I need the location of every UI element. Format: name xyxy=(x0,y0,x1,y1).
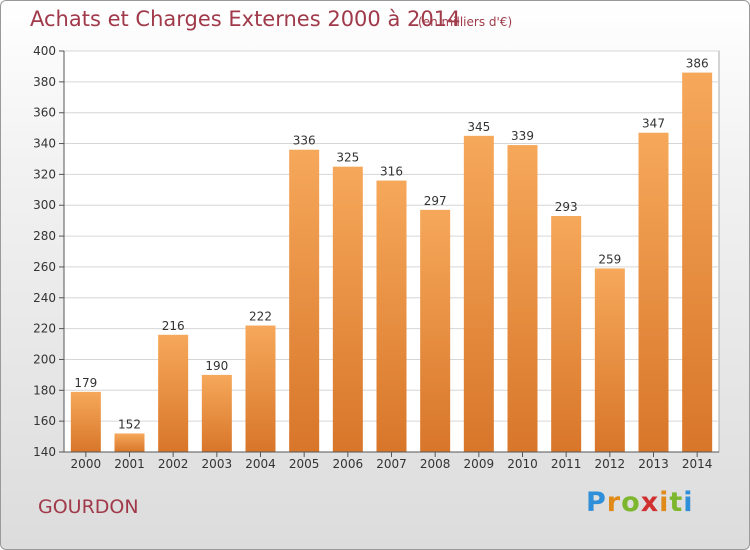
proxiti-logo: Proxiti xyxy=(586,487,694,518)
y-tick-label: 280 xyxy=(33,229,56,243)
axes: 140 160 180 200 220 240 260 280 300 320 340 360 380 4… xyxy=(33,44,719,471)
data-label: 347 xyxy=(642,117,665,131)
x-tick-label: 2011 xyxy=(551,457,582,471)
bar-2006 xyxy=(332,166,363,452)
bar-2001 xyxy=(114,433,145,452)
x-tick-label: 2014 xyxy=(682,457,713,471)
data-label: 386 xyxy=(686,57,709,71)
x-tick-label: 2007 xyxy=(376,457,407,471)
y-tick-label: 180 xyxy=(33,383,56,397)
bar-2014 xyxy=(682,72,713,452)
y-tick-label: 340 xyxy=(33,137,56,151)
bar-2005 xyxy=(289,149,320,452)
x-tick-label: 2012 xyxy=(595,457,626,471)
logo-letter: P xyxy=(586,487,607,518)
x-tick-label: 2002 xyxy=(158,457,189,471)
bar-2000 xyxy=(70,391,101,452)
y-tick-label: 300 xyxy=(33,198,56,212)
y-tick-label: 320 xyxy=(33,167,56,181)
x-tick-label: 2009 xyxy=(464,457,495,471)
bar-2013 xyxy=(638,132,669,452)
bar-2008 xyxy=(420,209,451,452)
y-tick-label: 200 xyxy=(33,352,56,366)
bar-2012 xyxy=(594,268,625,452)
y-tick-label: 400 xyxy=(33,44,56,58)
x-tick-label: 2013 xyxy=(638,457,669,471)
logo-letter: x xyxy=(640,487,660,518)
bars: 179 152 216 190 222 336 325 316 297 345 339 293 259 3… xyxy=(70,57,713,453)
bar-2009 xyxy=(463,135,494,453)
x-tick-label: 2010 xyxy=(507,457,538,471)
bar-2004 xyxy=(245,325,276,452)
logo-letter: o xyxy=(621,487,641,518)
x-tick-label: 2000 xyxy=(71,457,102,471)
logo-letter: i xyxy=(659,487,670,518)
data-label: 179 xyxy=(74,376,97,390)
data-label: 259 xyxy=(598,252,621,266)
x-tick-label: 2006 xyxy=(333,457,364,471)
y-tick-label: 140 xyxy=(33,445,56,459)
bar-2003 xyxy=(201,374,232,452)
bar-2010 xyxy=(507,145,538,453)
unit-note: (en milliers d'€) xyxy=(418,15,513,29)
x-tick-label: 2005 xyxy=(289,457,320,471)
data-label: 325 xyxy=(336,151,359,165)
bar-2011 xyxy=(551,216,582,452)
data-label: 297 xyxy=(424,194,447,208)
y-tick-label: 220 xyxy=(33,322,56,336)
y-tick-label: 160 xyxy=(33,414,56,428)
y-tick-label: 360 xyxy=(33,106,56,120)
x-tick-label: 2004 xyxy=(245,457,276,471)
bar-2007 xyxy=(376,180,407,453)
y-tick-label: 380 xyxy=(33,75,56,89)
logo-letter: t xyxy=(669,487,684,518)
data-label: 152 xyxy=(118,417,141,431)
data-label: 190 xyxy=(205,359,228,373)
y-tick-label: 260 xyxy=(33,260,56,274)
bar-2002 xyxy=(158,334,189,452)
data-label: 339 xyxy=(511,129,534,143)
data-label: 345 xyxy=(467,120,490,134)
chart-title: Achats et Charges Externes 2000 à 2014 xyxy=(30,7,461,31)
x-tick-label: 2001 xyxy=(114,457,145,471)
y-tick-label: 240 xyxy=(33,291,56,305)
data-label: 316 xyxy=(380,165,403,179)
logo-letter: r xyxy=(606,487,622,518)
data-label: 336 xyxy=(293,134,316,148)
data-label: 222 xyxy=(249,310,272,324)
logo-letter: i xyxy=(683,487,694,518)
x-tick-label: 2003 xyxy=(202,457,233,471)
x-tick-label: 2008 xyxy=(420,457,451,471)
city-name: GOURDON xyxy=(38,496,139,518)
data-label: 293 xyxy=(555,200,578,214)
data-label: 216 xyxy=(162,319,185,333)
